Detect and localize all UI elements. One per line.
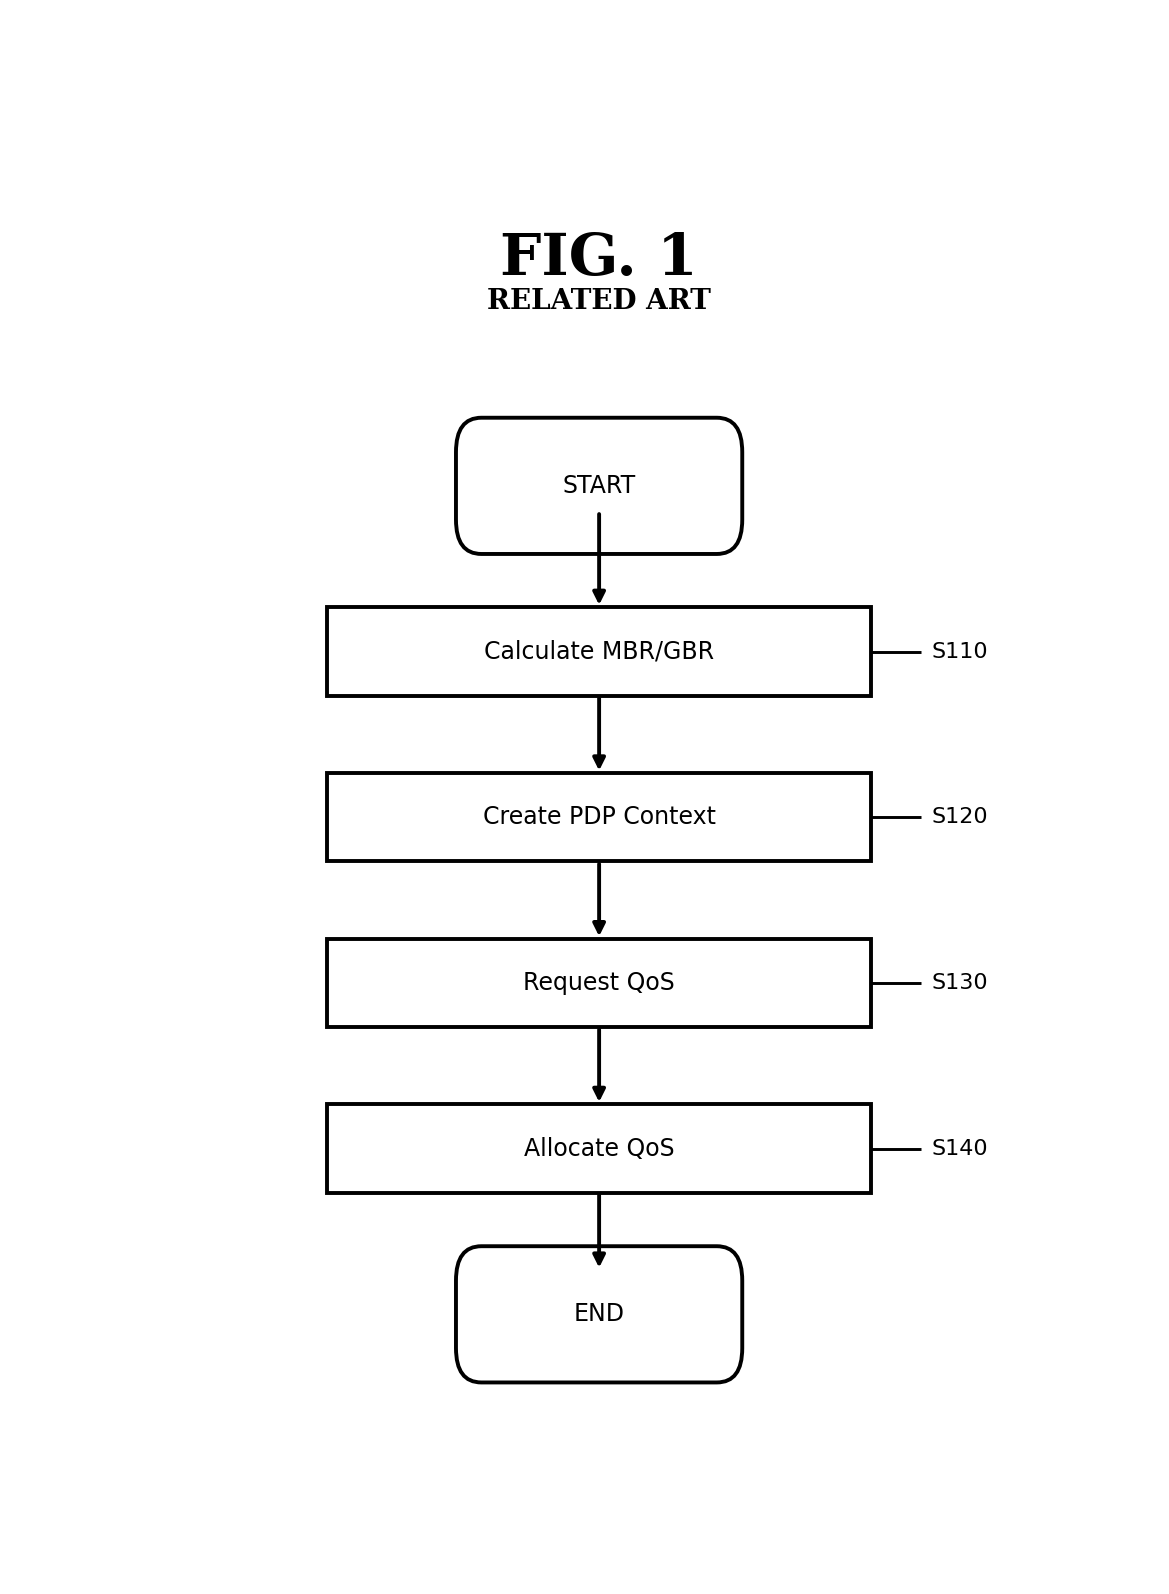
Text: S140: S140 — [932, 1138, 988, 1159]
Text: FIG. 1: FIG. 1 — [500, 231, 698, 287]
FancyBboxPatch shape — [327, 607, 871, 695]
FancyBboxPatch shape — [327, 1105, 871, 1192]
Text: S120: S120 — [932, 807, 988, 827]
Text: Request QoS: Request QoS — [524, 971, 675, 995]
Text: START: START — [562, 473, 636, 497]
FancyBboxPatch shape — [456, 1247, 742, 1382]
FancyBboxPatch shape — [327, 773, 871, 861]
FancyBboxPatch shape — [327, 939, 871, 1027]
Text: S110: S110 — [932, 641, 988, 662]
Text: Allocate QoS: Allocate QoS — [524, 1137, 675, 1160]
Text: RELATED ART: RELATED ART — [487, 289, 711, 316]
Text: S130: S130 — [932, 972, 988, 993]
FancyBboxPatch shape — [456, 418, 742, 555]
Text: Calculate MBR/GBR: Calculate MBR/GBR — [484, 639, 714, 663]
Text: Create PDP Context: Create PDP Context — [483, 805, 715, 829]
Text: END: END — [574, 1302, 624, 1326]
